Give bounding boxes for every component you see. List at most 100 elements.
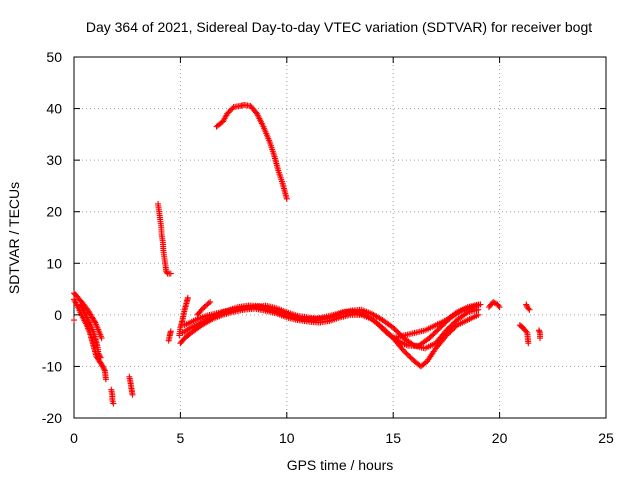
data-point [403, 350, 410, 357]
data-point [451, 319, 458, 326]
data-point [390, 324, 397, 331]
data-track [126, 373, 136, 398]
data-point [430, 331, 437, 338]
data-point [537, 335, 544, 342]
data-track [108, 386, 117, 407]
data-points [71, 101, 544, 407]
data-point [450, 320, 457, 327]
data-point [404, 351, 411, 358]
data-track [390, 301, 482, 342]
data-point [91, 318, 98, 325]
plot-frame [73, 56, 607, 419]
data-track [523, 301, 533, 313]
data-point [184, 294, 191, 301]
data-track [535, 327, 544, 342]
data-point [225, 109, 232, 116]
data-point [407, 354, 414, 361]
data-point [437, 324, 444, 331]
data-point [205, 300, 212, 307]
data-point [429, 332, 436, 339]
x-tick-labels: 0 5 10 15 20 25 [70, 430, 614, 446]
data-point [167, 270, 174, 277]
data-point [448, 322, 455, 329]
data-point [443, 327, 450, 334]
x-tick-label: 15 [385, 430, 401, 446]
data-point [98, 335, 105, 342]
data-point [101, 366, 108, 373]
y-tick-label: 50 [46, 49, 62, 65]
data-point [224, 110, 231, 117]
data-point [283, 195, 290, 202]
data-track [179, 302, 482, 352]
data-point [526, 306, 533, 313]
y-axis-title: SDTVAR / TECUs [6, 182, 22, 294]
x-axis-title: GPS time / hours [287, 457, 394, 473]
data-point [495, 302, 502, 309]
y-tick-label: 20 [46, 204, 62, 220]
data-point [447, 323, 454, 330]
data-point [378, 324, 385, 331]
y-tick-label: 40 [46, 101, 62, 117]
data-point [129, 391, 136, 398]
data-track [485, 298, 503, 311]
data-track [516, 322, 532, 347]
chart-title: Day 364 of 2021, Sidereal Day-to-day VTE… [86, 19, 592, 35]
data-point [450, 326, 457, 333]
data-track [71, 296, 109, 383]
data-point [433, 328, 440, 335]
x-tick-label: 25 [598, 430, 614, 446]
data-point [435, 326, 442, 333]
data-point [446, 324, 453, 331]
grid-lines [74, 57, 606, 418]
data-point [391, 326, 398, 333]
data-point [228, 106, 235, 113]
data-point [496, 304, 503, 311]
x-tick-label: 10 [279, 430, 295, 446]
data-point [200, 305, 207, 312]
data-point [198, 306, 205, 313]
data-track [77, 301, 104, 361]
data-point [408, 355, 415, 362]
data-point [525, 305, 532, 312]
y-tick-label: -10 [42, 358, 62, 374]
data-track [176, 294, 191, 339]
data-point [71, 317, 77, 324]
data-point [452, 323, 459, 330]
data-point [110, 400, 117, 407]
data-point [96, 351, 103, 358]
y-tick-label: 0 [54, 307, 62, 323]
data-point [426, 335, 433, 342]
data-point [97, 354, 104, 361]
data-point [475, 301, 482, 308]
data-point [446, 329, 453, 336]
x-tick-label: 20 [492, 430, 508, 446]
x-tick-label: 0 [70, 430, 78, 446]
data-point [102, 376, 109, 383]
data-point [381, 327, 388, 334]
data-point [434, 327, 441, 334]
data-point [375, 322, 382, 329]
data-track [155, 200, 174, 277]
data-point [377, 323, 384, 330]
data-point [447, 328, 454, 335]
y-tick-label: 30 [46, 152, 62, 168]
data-point [406, 353, 413, 360]
data-track [71, 317, 77, 324]
data-point [444, 326, 451, 333]
data-point [448, 327, 455, 334]
data-point [201, 303, 208, 310]
y-tick-label: -20 [42, 410, 62, 426]
data-point [167, 328, 174, 335]
data-point [392, 327, 399, 334]
data-point [207, 298, 214, 305]
x-tick-label: 5 [177, 430, 185, 446]
data-point [96, 353, 103, 360]
data-point [95, 350, 102, 357]
data-point [374, 320, 381, 327]
axis-ticks [73, 56, 607, 419]
data-point [431, 329, 438, 336]
y-tick-labels: -20 -10 0 10 20 30 40 50 [42, 49, 62, 426]
data-point [100, 364, 107, 371]
data-point [427, 333, 434, 340]
